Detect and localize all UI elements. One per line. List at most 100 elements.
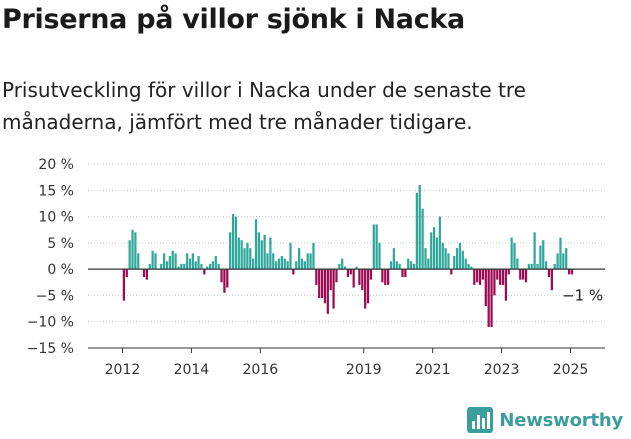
bar bbox=[269, 237, 272, 270]
bar bbox=[524, 269, 528, 283]
bar bbox=[226, 269, 229, 288]
x-tick-label: 2016 bbox=[243, 362, 279, 378]
chart-subtitle: Prisutveckling för villor i Nacka under … bbox=[2, 78, 526, 134]
bar bbox=[381, 269, 384, 283]
bar bbox=[378, 242, 381, 270]
x-tick-label: 2021 bbox=[415, 362, 451, 378]
bar bbox=[318, 269, 321, 299]
bar bbox=[295, 261, 298, 270]
bar bbox=[553, 263, 556, 270]
bar bbox=[542, 240, 545, 270]
bar bbox=[476, 269, 479, 283]
bar bbox=[361, 269, 364, 291]
bar bbox=[432, 227, 436, 270]
bar bbox=[223, 269, 226, 293]
bar bbox=[522, 269, 525, 280]
bar bbox=[320, 269, 324, 299]
bar bbox=[142, 269, 146, 278]
bars bbox=[122, 185, 574, 327]
bar bbox=[421, 208, 424, 270]
bar bbox=[559, 237, 562, 270]
bar bbox=[191, 253, 194, 270]
bar bbox=[444, 248, 447, 270]
bar bbox=[516, 258, 519, 270]
x-tick-label: 2023 bbox=[484, 362, 520, 378]
y-tick-label: 15 % bbox=[38, 183, 74, 199]
bar bbox=[168, 256, 171, 270]
tick-labels: 20 % 15 % 10 % 5 % 0 % −5 % −10 % −15 % 2012 2014… bbox=[27, 157, 589, 378]
bar bbox=[206, 266, 209, 270]
bar bbox=[407, 258, 410, 270]
bar bbox=[441, 242, 444, 270]
bar bbox=[185, 253, 189, 270]
bar bbox=[188, 258, 192, 270]
bar bbox=[174, 253, 177, 270]
bar bbox=[237, 237, 240, 270]
bar bbox=[504, 269, 508, 301]
bar bbox=[493, 269, 496, 296]
bar bbox=[217, 263, 220, 270]
bar bbox=[567, 269, 571, 275]
bar bbox=[372, 224, 375, 270]
bar bbox=[387, 269, 390, 285]
bar bbox=[243, 248, 246, 270]
bar bbox=[292, 269, 295, 275]
bar bbox=[570, 269, 574, 275]
latest-value-annotation: −1 % bbox=[562, 286, 603, 304]
bar bbox=[257, 232, 261, 270]
bar bbox=[487, 269, 490, 327]
bar bbox=[450, 269, 453, 275]
bar bbox=[128, 240, 131, 270]
bar bbox=[177, 266, 180, 270]
bar bbox=[203, 269, 206, 275]
bar bbox=[527, 263, 531, 270]
bar bbox=[562, 253, 565, 270]
x-tick-label: 2025 bbox=[553, 362, 589, 378]
bar bbox=[280, 256, 283, 270]
bar bbox=[435, 237, 439, 270]
bar bbox=[424, 248, 427, 270]
bar bbox=[481, 269, 485, 280]
bar bbox=[154, 253, 157, 270]
bar bbox=[122, 269, 126, 301]
bar bbox=[335, 269, 338, 283]
bar bbox=[312, 242, 315, 270]
bar bbox=[180, 263, 183, 270]
bar bbox=[427, 258, 430, 270]
bar bbox=[162, 253, 166, 270]
bar-chart-logo-icon bbox=[467, 407, 494, 433]
bar bbox=[490, 269, 493, 327]
bar bbox=[300, 258, 304, 270]
bar bbox=[260, 240, 263, 270]
y-tick-label: 20 % bbox=[38, 157, 74, 173]
bar bbox=[160, 263, 163, 270]
bar bbox=[263, 234, 266, 270]
bar bbox=[404, 269, 407, 278]
bar bbox=[430, 232, 433, 270]
x-tick-label: 2012 bbox=[105, 362, 141, 378]
chart-title: Priserna på villor sjönk i Nacka bbox=[2, 4, 465, 35]
bar bbox=[211, 261, 215, 270]
bar bbox=[229, 232, 232, 270]
bar bbox=[539, 245, 542, 270]
bar bbox=[458, 242, 462, 270]
bar bbox=[455, 248, 459, 270]
bar bbox=[375, 224, 378, 270]
bar bbox=[453, 256, 456, 270]
bar bbox=[412, 263, 416, 270]
bar bbox=[519, 269, 522, 280]
bar bbox=[484, 269, 487, 306]
bar bbox=[297, 248, 301, 270]
bar bbox=[501, 269, 505, 285]
bar bbox=[366, 269, 370, 304]
bar bbox=[148, 263, 151, 270]
bar bbox=[326, 269, 329, 314]
bar bbox=[343, 266, 347, 270]
bar bbox=[364, 269, 367, 309]
bar bbox=[478, 269, 482, 285]
bar bbox=[467, 263, 470, 270]
bar bbox=[214, 256, 217, 270]
bar bbox=[332, 269, 335, 309]
gridlines bbox=[88, 163, 605, 349]
x-tick-label: 2019 bbox=[346, 362, 382, 378]
